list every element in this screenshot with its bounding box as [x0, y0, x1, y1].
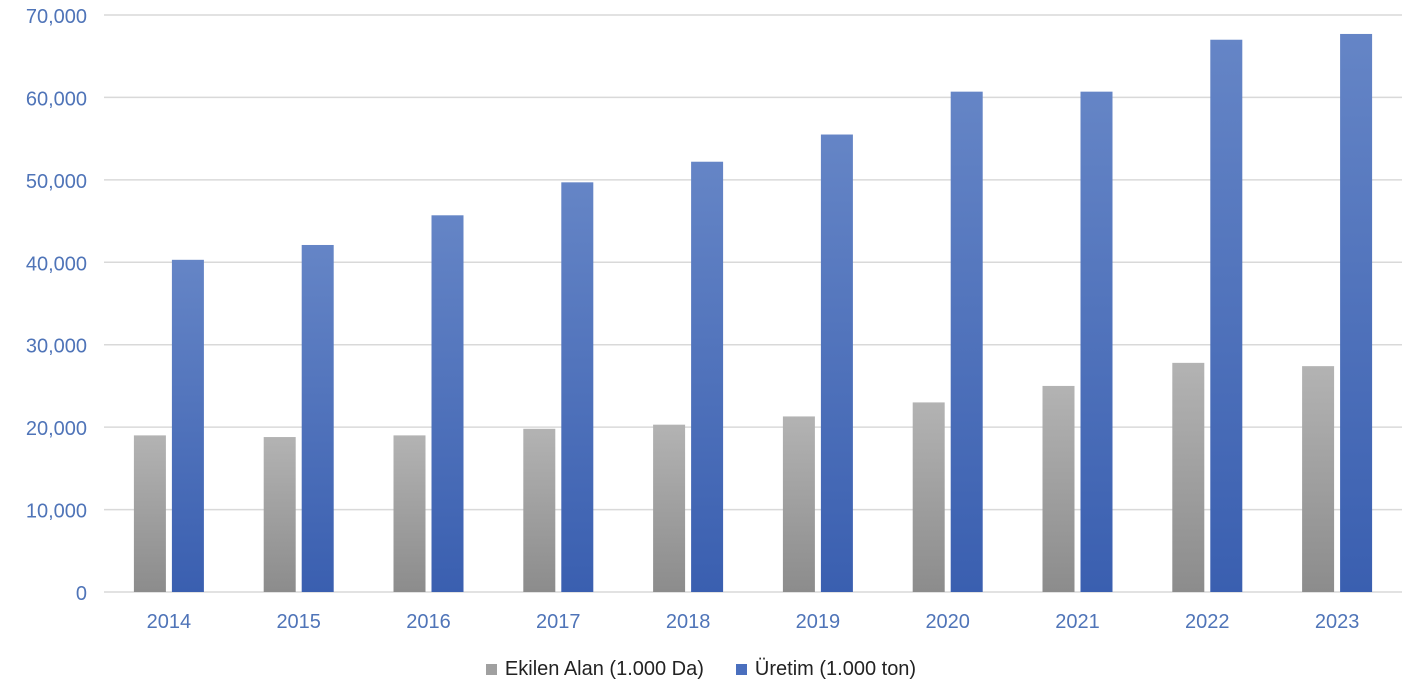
y-tick-label: 30,000	[26, 336, 87, 358]
bar-uretim[interactable]	[431, 215, 464, 592]
x-tick-label: 2020	[925, 611, 970, 633]
bar-uretim[interactable]	[950, 91, 983, 592]
bar-ekilen-alan[interactable]	[263, 437, 296, 592]
y-axis-ticks: 0 10,000 20,000 30,000 40,000 50,000 60,000 70,…	[26, 6, 87, 605]
bar-uretim[interactable]	[1080, 91, 1113, 592]
legend-item-uretim[interactable]: Üretim (1.000 ton)	[735, 658, 917, 681]
x-tick-label: 2017	[536, 611, 581, 633]
x-tick-label: 2023	[1315, 611, 1360, 633]
y-tick-label: 50,000	[26, 171, 87, 193]
y-tick-label: 0	[76, 583, 87, 605]
y-tick-label: 60,000	[26, 88, 87, 110]
x-tick-label: 2018	[666, 611, 711, 633]
bar-ekilen-alan[interactable]	[782, 416, 815, 592]
bar-ekilen-alan[interactable]	[133, 435, 166, 592]
bar-ekilen-alan[interactable]	[1302, 366, 1335, 592]
bar-ekilen-alan[interactable]	[523, 428, 556, 592]
legend-label-uretim: Üretim (1.000 ton)	[754, 658, 917, 680]
legend-swatch-gray	[485, 664, 497, 675]
y-tick-label: 70,000	[26, 6, 87, 28]
x-tick-label: 2014	[147, 611, 192, 633]
bar-uretim[interactable]	[561, 182, 594, 592]
y-tick-label: 10,000	[26, 501, 87, 523]
x-tick-label: 2015	[276, 611, 321, 633]
x-tick-label: 2022	[1185, 611, 1230, 633]
bar-ekilen-alan[interactable]	[393, 435, 426, 592]
bar-uretim[interactable]	[301, 244, 334, 592]
y-tick-label: 20,000	[26, 418, 87, 440]
x-tick-label: 2021	[1055, 611, 1100, 633]
legend-item-ekilen-alan[interactable]: Ekilen Alan (1.000 Da)	[485, 658, 704, 681]
bar-chart: 0 10,000 20,000 30,000 40,000 50,000 60,000 70,…	[26, 6, 1402, 633]
x-tick-label: 2019	[796, 611, 841, 633]
x-tick-label: 2016	[406, 611, 451, 633]
bars	[133, 33, 1373, 593]
legend: Ekilen Alan (1.000 Da) Üretim (1.000 ton…	[0, 658, 1402, 681]
bar-ekilen-alan[interactable]	[1042, 385, 1075, 592]
y-tick-label: 40,000	[26, 253, 87, 275]
bar-ekilen-alan[interactable]	[1172, 362, 1205, 592]
bar-uretim[interactable]	[171, 259, 204, 592]
bar-uretim[interactable]	[1340, 33, 1373, 593]
x-axis-ticks: 2014 2015 2016 2017 2018 2019 2020 2021 2022 2023	[147, 611, 1360, 633]
bar-ekilen-alan[interactable]	[912, 402, 945, 592]
gridlines	[104, 14, 1402, 593]
legend-swatch-blue	[735, 664, 747, 675]
bar-uretim[interactable]	[1210, 39, 1243, 592]
bar-uretim[interactable]	[820, 134, 853, 592]
bar-uretim[interactable]	[691, 161, 724, 593]
bar-ekilen-alan[interactable]	[653, 424, 686, 592]
legend-label-ekilen-alan: Ekilen Alan (1.000 Da)	[504, 658, 704, 680]
